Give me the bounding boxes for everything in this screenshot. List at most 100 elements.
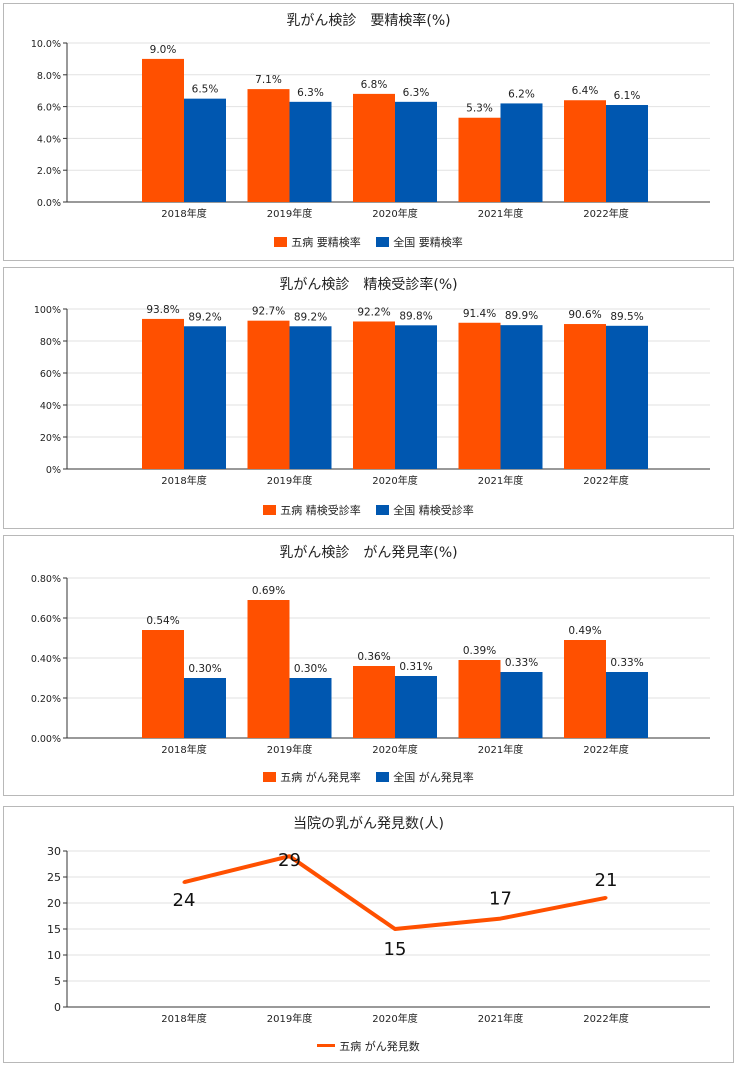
x-tick-label: 2021年度 — [478, 474, 523, 487]
legend-item-gobyo[interactable]: 五病 要精検率 — [274, 234, 361, 250]
data-label: 6.4% — [572, 85, 599, 97]
bar-national — [500, 325, 543, 469]
bar-gobyo — [564, 324, 606, 469]
bar-gobyo — [458, 322, 501, 469]
chart-svg: 0.00% 0.20% 0.40% 0.60% 0.80% 2018年度 2019年度 202… — [31, 574, 710, 756]
x-tick-label: 2022年度 — [583, 207, 628, 220]
chart-svg: 0 5 10 15 20 25 30 2018年度 2019年度 2020年度 2021年度 2022… — [47, 845, 710, 1025]
data-label: 92.2% — [357, 306, 390, 318]
data-label: 89.9% — [505, 310, 538, 322]
data-label: 92.7% — [252, 306, 285, 318]
y-tick-label: 8.0% — [37, 71, 61, 82]
bar-national — [289, 101, 332, 202]
x-tick-label: 2019年度 — [267, 474, 312, 487]
data-point — [499, 917, 502, 921]
bar-national — [606, 105, 648, 202]
legend-item-gobyo[interactable]: 五病 がん発見率 — [263, 769, 361, 785]
data-label: 89.8% — [399, 310, 432, 322]
bar-gobyo — [247, 600, 290, 738]
legend-swatch — [376, 505, 390, 515]
data-label: 93.8% — [146, 304, 179, 316]
x-tick-label: 2022年度 — [583, 1012, 628, 1025]
bar-gobyo — [353, 666, 395, 738]
y-tick-label: 0% — [46, 465, 61, 476]
legend-item-national[interactable]: 全国 精検受診率 — [376, 502, 474, 518]
x-tick-label: 2018年度 — [161, 1012, 206, 1025]
y-tick-label: 100% — [34, 305, 61, 316]
chart-panel-detection-count: 0 5 10 15 20 25 30 2018年度 2019年度 2020年度 2021年度 2022… — [3, 806, 734, 1063]
bar-national — [289, 326, 332, 469]
bar-national — [606, 325, 648, 469]
legend-label: 五病 精検受診率 — [280, 504, 361, 517]
data-label: 91.4% — [463, 308, 496, 320]
y-tick-label: 40% — [40, 401, 61, 412]
legend-label: 全国 要精検率 — [393, 236, 463, 249]
y-tick-label: 20% — [40, 433, 61, 444]
legend-item-national[interactable]: 全国 要精検率 — [376, 234, 463, 250]
data-label: 6.3% — [403, 87, 430, 99]
bar-national — [606, 672, 648, 738]
data-label: 29 — [278, 850, 301, 871]
x-tick-label: 2019年度 — [267, 1012, 312, 1025]
legend-swatch — [376, 772, 390, 782]
y-tick-label: 15 — [47, 923, 61, 936]
data-label: 0.54% — [146, 615, 179, 627]
legend: 五病 要精検率 全国 要精検率 — [4, 234, 733, 250]
legend-swatch — [263, 772, 277, 782]
chart-panel-recall-rate: 0.0% 2.0% 4.0% 6.0% 8.0% 10.0% 2018年度 2019年度 202… — [3, 3, 734, 261]
legend-label: 五病 要精検率 — [291, 236, 361, 249]
chart-panel-followup-rate: 0% 20% 40% 60% 80% 100% 2018年度 2019年度 2020年度 2021… — [3, 267, 734, 529]
x-tick-label: 2022年度 — [583, 743, 628, 756]
legend: 五病 精検受診率 全国 精検受診率 — [4, 502, 733, 518]
data-label: 0.30% — [294, 663, 327, 675]
chart-title: 乳がん検診 精検受診率(%) — [279, 277, 458, 293]
data-point — [182, 880, 186, 884]
bar-gobyo — [458, 117, 501, 202]
y-tick-label: 10.0% — [31, 39, 61, 50]
legend-line-swatch — [317, 1044, 336, 1047]
legend-swatch — [263, 505, 277, 515]
data-label: 5.3% — [466, 103, 493, 115]
x-tick-label: 2021年度 — [478, 743, 523, 756]
bar-gobyo — [247, 320, 290, 469]
legend-swatch — [274, 237, 288, 247]
data-label: 7.1% — [255, 74, 282, 86]
data-label: 0.33% — [610, 657, 643, 669]
legend-item-gobyo[interactable]: 五病 がん発見数 — [317, 1038, 420, 1054]
data-point — [288, 854, 291, 858]
bar-national — [184, 326, 226, 469]
bar-gobyo — [564, 100, 606, 202]
bar-gobyo — [353, 321, 395, 469]
x-tick-label: 2019年度 — [267, 743, 312, 756]
legend-label: 全国 精検受診率 — [393, 504, 474, 517]
legend-item-national[interactable]: 全国 がん発見率 — [376, 769, 474, 785]
y-tick-label: 6.0% — [37, 103, 61, 114]
bar-national — [395, 676, 437, 738]
legend-item-gobyo[interactable]: 五病 精検受診率 — [263, 502, 361, 518]
bar-national — [395, 101, 437, 202]
data-label: 0.49% — [568, 625, 601, 637]
y-tick-label: 0.0% — [37, 198, 61, 209]
data-label: 89.2% — [294, 311, 327, 323]
bar-gobyo — [142, 630, 184, 738]
data-label: 0.39% — [463, 645, 496, 657]
chart-panel-detection-rate: 0.00% 0.20% 0.40% 0.60% 0.80% 2018年度 2019年度 202… — [3, 535, 734, 796]
chart-title: 乳がん検診 がん発見率(%) — [279, 545, 458, 561]
data-label: 9.0% — [150, 44, 177, 56]
x-tick-label: 2020年度 — [372, 207, 417, 220]
data-label: 6.1% — [614, 90, 641, 102]
x-tick-label: 2018年度 — [161, 207, 206, 220]
y-tick-label: 20 — [47, 897, 61, 910]
legend: 五病 がん発見率 全国 がん発見率 — [4, 769, 733, 785]
bar-gobyo — [247, 89, 290, 202]
bar-gobyo — [458, 660, 501, 738]
data-label: 17 — [489, 889, 512, 910]
y-tick-label: 0.20% — [31, 694, 61, 705]
x-tick-label: 2022年度 — [583, 474, 628, 487]
x-tick-label: 2021年度 — [478, 1012, 523, 1025]
data-label: 6.3% — [297, 87, 324, 99]
data-label: 15 — [384, 939, 407, 960]
data-label: 89.2% — [188, 311, 221, 323]
y-tick-label: 0.00% — [31, 734, 61, 745]
series-line — [183, 854, 607, 931]
